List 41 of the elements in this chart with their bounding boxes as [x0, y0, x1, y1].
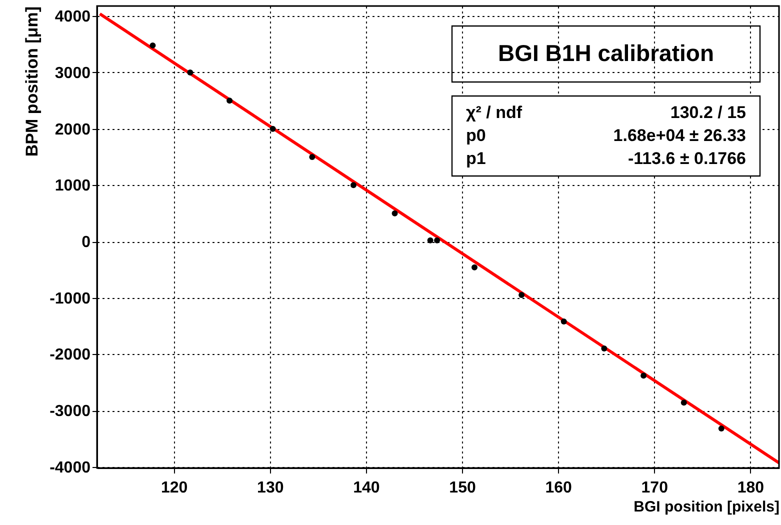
x-tick-label: 180 [737, 480, 764, 496]
point [309, 154, 316, 160]
point [472, 264, 478, 270]
annotation: 1.68e+04 ± 26.33 [613, 126, 746, 145]
point [680, 400, 687, 406]
x-tick-label: 150 [449, 480, 476, 496]
y-tick-label: 4000 [54, 8, 91, 26]
annotation: p0 [466, 126, 486, 145]
point [427, 237, 434, 244]
y-tick-label: -4000 [50, 459, 91, 476]
x-tick-label: 170 [641, 480, 668, 496]
point [718, 426, 724, 432]
point [150, 42, 156, 48]
point [518, 292, 525, 298]
point [350, 182, 356, 188]
y-tick-label: 2000 [54, 121, 91, 138]
point [392, 210, 398, 216]
x-tick-label: 140 [353, 480, 380, 496]
annotation: 130.2 / 15 [670, 103, 746, 122]
annotation: χ² / ndf [466, 103, 522, 122]
x-tick-label: 160 [545, 480, 572, 496]
y-axis-title: BPM position [μm] [22, 6, 42, 157]
y-tick-label: -1000 [50, 290, 91, 308]
x-axis-title: BGI position [pixels] [634, 498, 780, 516]
point [434, 237, 440, 244]
point [270, 126, 276, 132]
annotation: p1 [466, 149, 486, 168]
point [601, 346, 608, 352]
text: BGI B1H calibration [498, 40, 714, 66]
y-tick-label: -3000 [50, 403, 91, 420]
point [640, 372, 647, 379]
y-tick-label: 1000 [54, 178, 91, 195]
y-tick-label: -2000 [50, 346, 91, 364]
annotation: -113.6 ± 0.1766 [628, 149, 746, 168]
point [226, 98, 233, 104]
point [187, 69, 194, 76]
x-tick-label: 130 [257, 480, 284, 496]
y-tick-label: 0 [82, 234, 91, 252]
x-tick-label: 120 [160, 480, 188, 496]
point [560, 318, 567, 325]
y-tick-label: 3000 [54, 64, 91, 82]
